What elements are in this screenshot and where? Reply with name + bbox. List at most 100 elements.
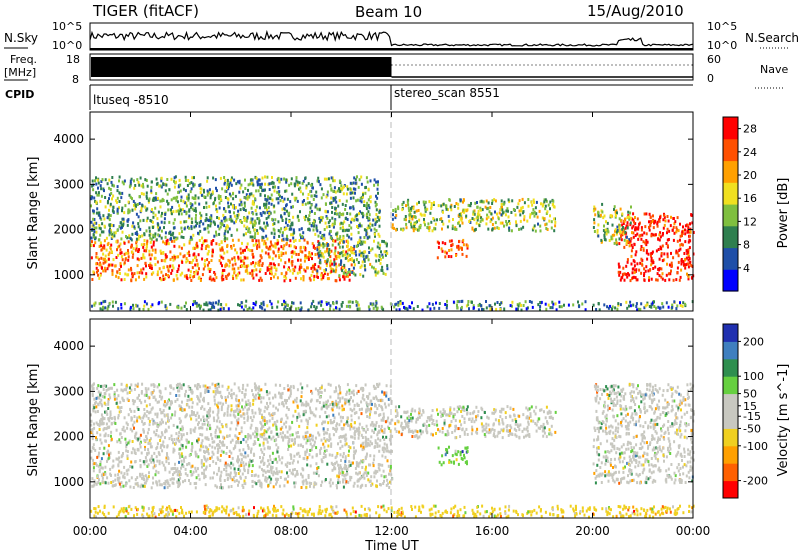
data-cell [379, 244, 381, 247]
data-cell [666, 231, 668, 234]
data-cell [149, 230, 151, 233]
data-cell [353, 267, 355, 270]
data-cell [259, 456, 261, 459]
data-cell [659, 220, 661, 223]
data-cell [354, 437, 356, 440]
data-cell [476, 206, 478, 209]
data-cell [188, 215, 190, 218]
data-cell [603, 303, 605, 306]
data-cell [649, 213, 651, 216]
data-cell [428, 229, 430, 232]
data-cell [378, 219, 380, 222]
data-cell [302, 193, 304, 196]
data-cell [95, 262, 97, 265]
data-cell [302, 203, 304, 206]
data-cell [149, 253, 151, 256]
data-cell [258, 242, 260, 245]
data-cell [640, 248, 642, 251]
data-cell [120, 227, 122, 230]
data-cell [506, 222, 508, 225]
data-cell [423, 218, 425, 221]
data-cell [684, 232, 686, 235]
data-cell [352, 400, 354, 403]
data-cell [90, 244, 92, 247]
data-cell [387, 459, 389, 462]
data-cell [292, 272, 294, 275]
data-cell [638, 269, 640, 272]
data-cell [168, 221, 170, 224]
data-cell [627, 240, 629, 243]
data-cell [175, 394, 177, 397]
data-cell [295, 239, 297, 242]
data-cell [386, 264, 388, 267]
data-cell [377, 307, 379, 310]
data-cell [305, 419, 307, 422]
data-cell [120, 265, 122, 268]
data-cell [159, 460, 161, 463]
data-cell [309, 190, 311, 193]
data-cell [103, 258, 105, 261]
data-cell [215, 462, 217, 465]
data-cell [243, 225, 245, 228]
data-cell [661, 302, 663, 305]
data-cell [233, 179, 235, 182]
data-cell [440, 217, 442, 220]
data-cell [175, 442, 177, 445]
data-cell [659, 258, 661, 261]
data-cell [91, 256, 93, 259]
data-cell [181, 212, 183, 215]
data-cell [427, 305, 429, 308]
data-cell [296, 416, 298, 419]
data-cell [686, 231, 688, 234]
data-cell [157, 233, 159, 236]
data-cell [130, 180, 132, 183]
data-cell [662, 306, 664, 309]
data-cell [127, 211, 129, 214]
colorbar-swatch [723, 226, 738, 248]
data-cell [293, 302, 295, 305]
data-cell [137, 305, 139, 308]
data-cell [320, 484, 322, 487]
data-cell [361, 212, 363, 215]
data-cell [226, 224, 228, 227]
data-cell [377, 192, 379, 195]
data-cell [277, 478, 279, 481]
data-cell [305, 270, 307, 273]
data-cell [258, 239, 260, 242]
data-cell [110, 192, 112, 195]
data-cell [254, 235, 256, 238]
data-cell [98, 224, 100, 227]
data-cell [166, 178, 168, 181]
data-cell [673, 226, 675, 229]
data-cell [335, 196, 337, 199]
data-cell [146, 192, 148, 195]
data-cell [173, 448, 175, 451]
data-cell [211, 259, 213, 262]
data-cell [221, 408, 223, 411]
data-cell [633, 276, 635, 279]
data-cell [287, 448, 289, 451]
data-cell [236, 251, 238, 254]
data-cell [531, 301, 533, 304]
data-cell [675, 307, 677, 310]
data-cell [176, 237, 178, 240]
data-cell [164, 400, 166, 403]
data-cell [94, 179, 96, 182]
data-cell [301, 251, 303, 254]
data-cell [207, 252, 209, 255]
data-cell [114, 398, 116, 401]
data-cell [91, 420, 93, 423]
data-cell [629, 244, 631, 247]
data-cell [368, 198, 370, 201]
data-cell [208, 205, 210, 208]
data-cell [353, 182, 355, 185]
data-cell [162, 182, 164, 185]
data-cell [188, 269, 190, 272]
data-cell [159, 267, 161, 270]
data-cell [369, 444, 371, 447]
data-cell [297, 215, 299, 218]
data-cell [443, 203, 445, 206]
data-cell [134, 410, 136, 413]
data-cell [378, 404, 380, 407]
